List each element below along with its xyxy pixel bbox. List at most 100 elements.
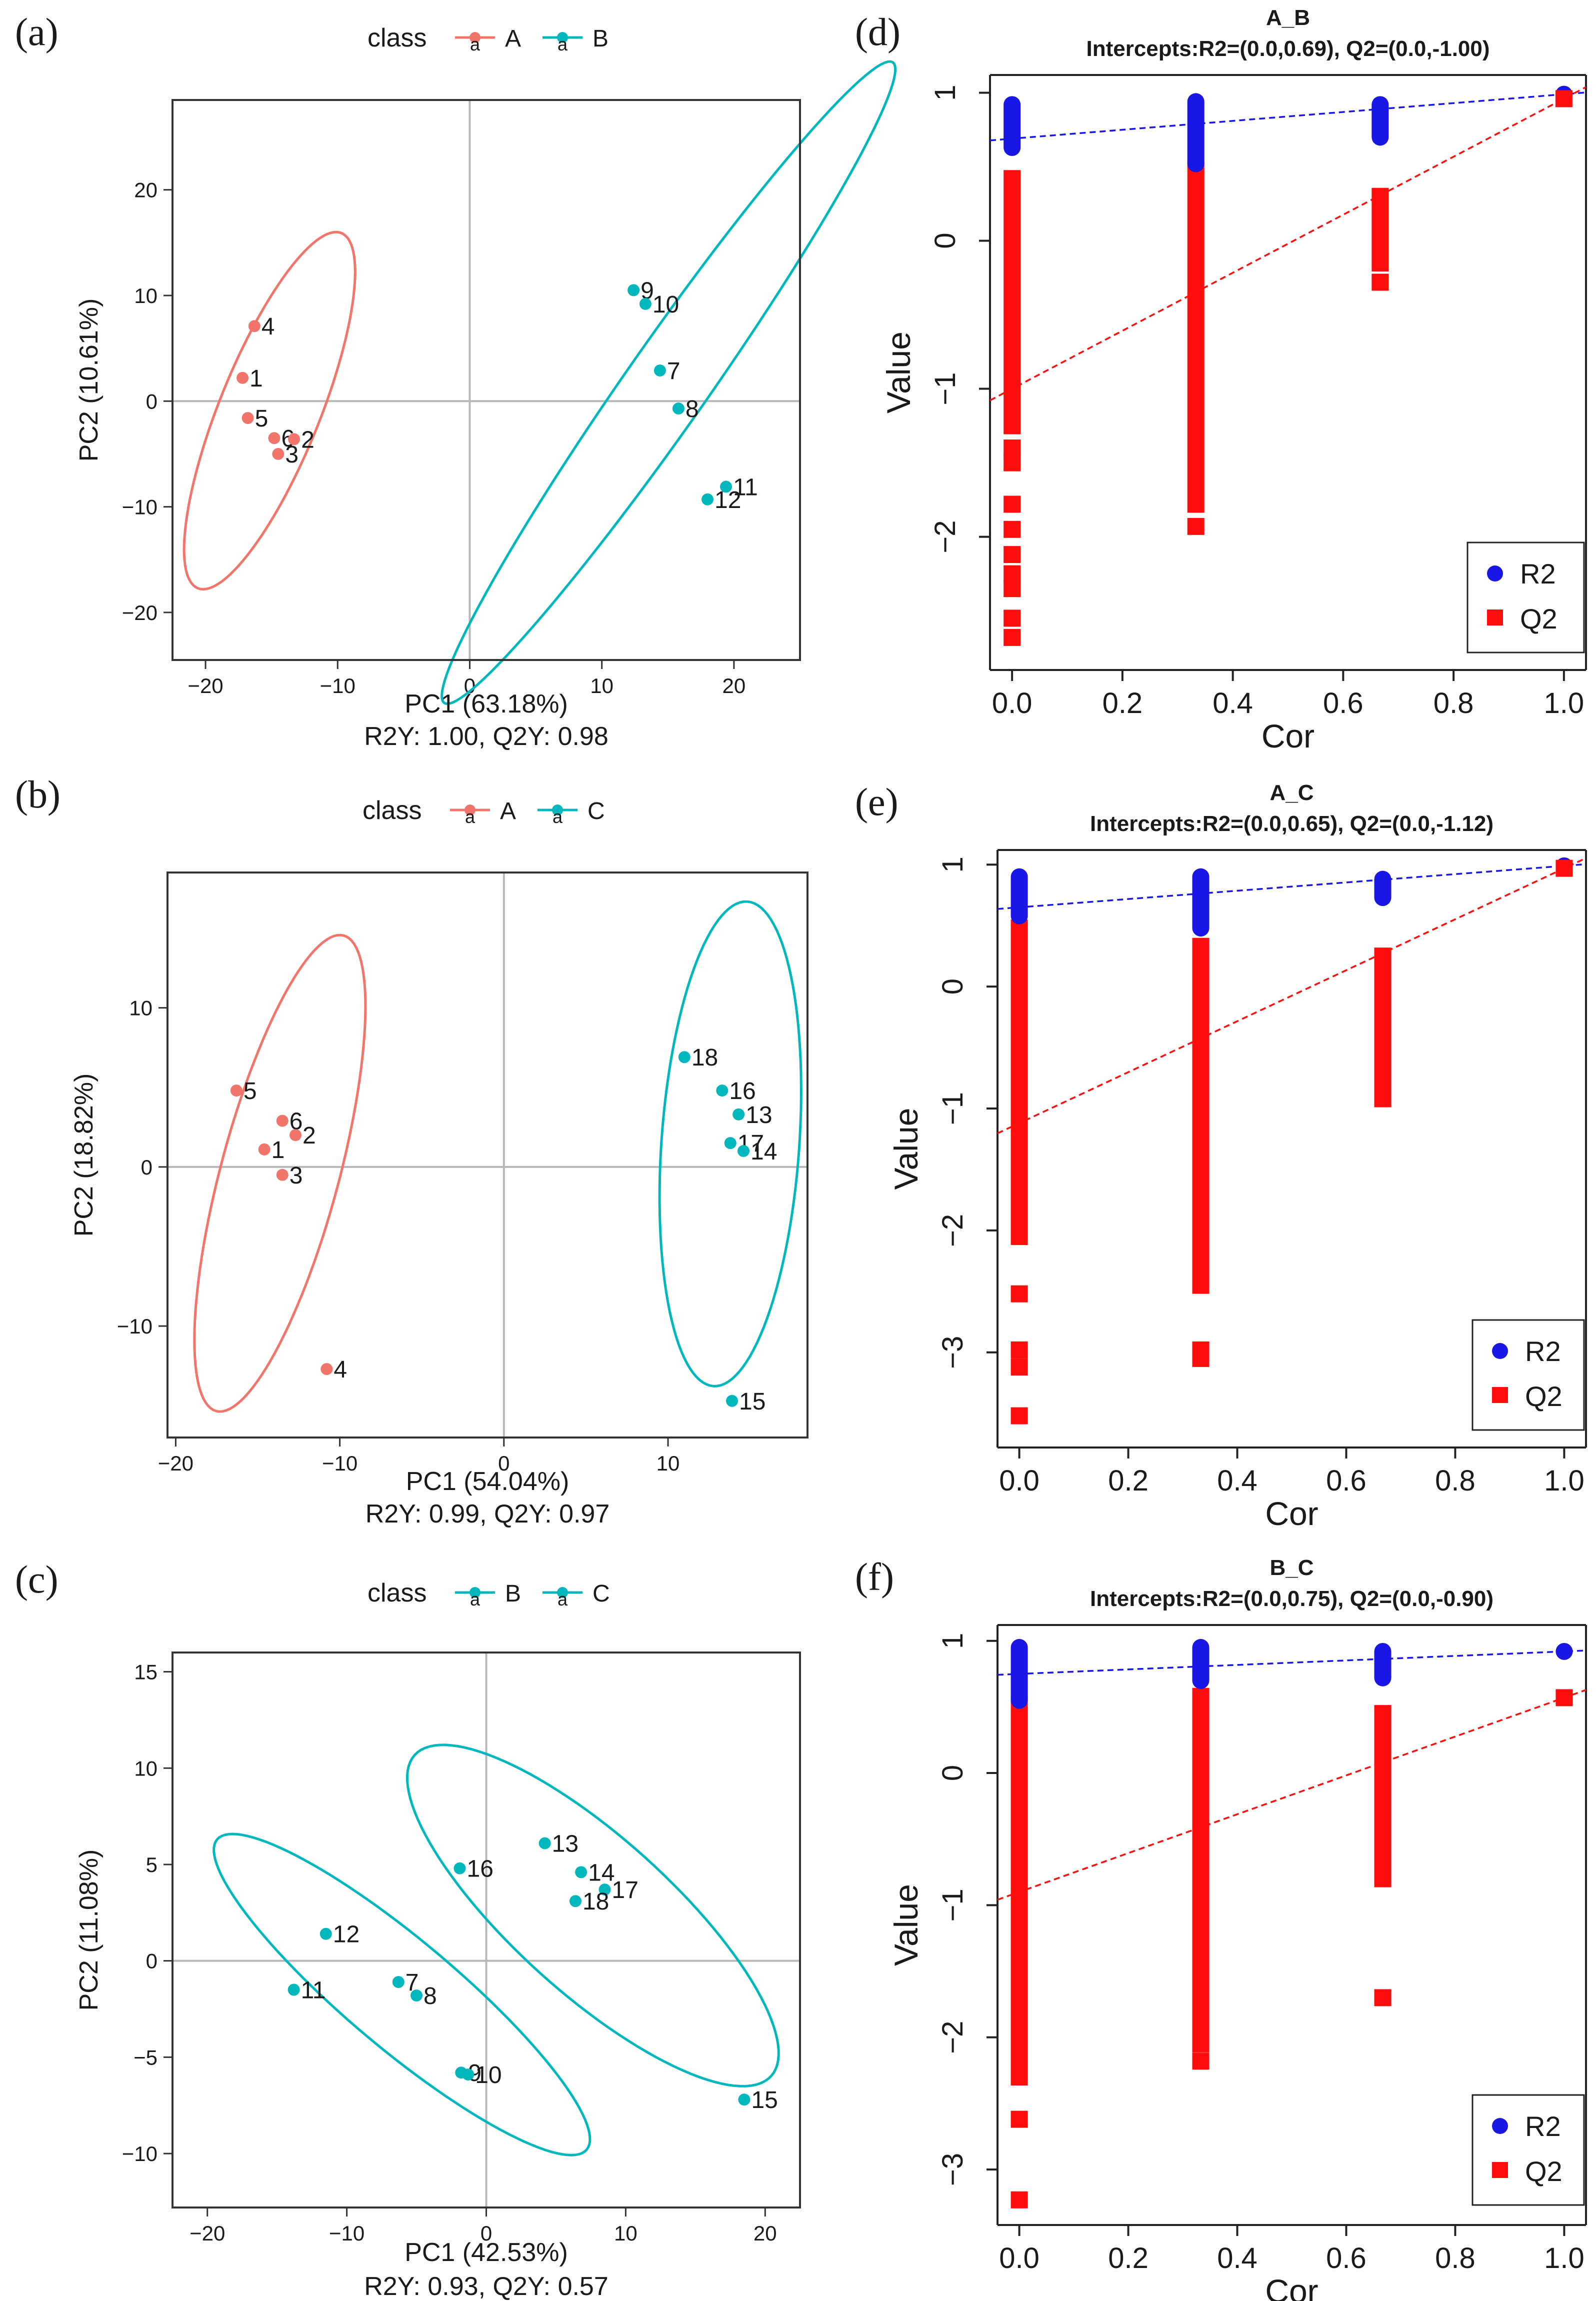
sample-point bbox=[320, 1363, 333, 1376]
x-tick-label: 0.6 bbox=[1326, 1464, 1366, 1497]
q2-permutation-point bbox=[1192, 1350, 1210, 1367]
x-tick-label: 0 bbox=[480, 2222, 492, 2245]
q2-permutation-point bbox=[1372, 274, 1389, 291]
y-tick-label: 0 bbox=[146, 390, 158, 413]
legend-entry-C: C bbox=[592, 1580, 610, 1607]
confidence-ellipse-B bbox=[440, 60, 897, 706]
r2-original-point bbox=[1556, 1642, 1573, 1660]
x-tick-label: 0.0 bbox=[999, 2242, 1040, 2274]
legend-box bbox=[1472, 2094, 1585, 2206]
sample-label: 8 bbox=[424, 1983, 437, 2010]
sample-point bbox=[230, 1084, 242, 1097]
y-tick-label: 5 bbox=[146, 1853, 158, 1876]
sample-label: 10 bbox=[475, 2062, 502, 2088]
legend-marker-r2 bbox=[1492, 1343, 1508, 1359]
x-tick-label: −10 bbox=[322, 1452, 358, 1475]
confidence-ellipse-A bbox=[193, 934, 367, 1413]
y-tick-label: −1 bbox=[936, 1092, 969, 1125]
q2-permutation-point bbox=[1004, 628, 1021, 646]
sample-label: 12 bbox=[714, 487, 741, 514]
sample-point bbox=[276, 1168, 288, 1181]
y-tick-label: 1 bbox=[936, 1633, 969, 1649]
y-tick-label: 0 bbox=[146, 1950, 158, 1973]
sample-label: 3 bbox=[285, 442, 298, 468]
legend-glyph: a bbox=[558, 34, 568, 54]
y-tick-label: −20 bbox=[122, 601, 158, 624]
model-fit-subtitle: R2Y: 0.99, Q2Y: 0.97 bbox=[366, 1500, 610, 1528]
sample-point bbox=[288, 433, 300, 446]
sample-point bbox=[716, 1084, 728, 1097]
sample-label: 4 bbox=[334, 1356, 347, 1383]
r2-regression-line bbox=[997, 863, 1586, 910]
y-axis-label: PC2 (10.61%) bbox=[74, 298, 104, 462]
y-tick-label: −10 bbox=[122, 2142, 158, 2166]
q2-permutation-column bbox=[1010, 920, 1028, 1246]
plot-frame bbox=[166, 872, 808, 1438]
q2-permutation-point bbox=[1004, 565, 1021, 582]
x-tick-label: 1.0 bbox=[1544, 687, 1584, 720]
legend-entry-B: B bbox=[592, 26, 608, 52]
sample-point bbox=[268, 432, 280, 444]
intercepts-subtitle: Intercepts:R2=(0.0,0.69), Q2=(0.0,-1.00) bbox=[1086, 36, 1490, 61]
sample-point bbox=[738, 2094, 750, 2106]
x-tick-label: 0.8 bbox=[1435, 1464, 1476, 1497]
x-axis-label: PC1 (54.04%) bbox=[406, 1467, 570, 1496]
x-tick-label: 0.4 bbox=[1217, 1464, 1258, 1497]
q2-permutation-point bbox=[1374, 1989, 1392, 2006]
x-tick-label: 0.0 bbox=[992, 687, 1032, 720]
x-tick-label: −10 bbox=[320, 674, 356, 698]
x-tick-label: −20 bbox=[158, 1452, 194, 1475]
x-tick-label: 0.6 bbox=[1326, 2242, 1366, 2274]
sample-point bbox=[654, 364, 666, 376]
x-tick-label: 1.0 bbox=[1544, 1464, 1584, 1497]
y-tick-label: 0 bbox=[936, 978, 969, 994]
q2-permutation-column bbox=[1192, 938, 1210, 1294]
sample-label: 14 bbox=[588, 1860, 614, 1886]
panel-label: (e) bbox=[855, 780, 898, 824]
sample-label: 8 bbox=[686, 396, 699, 422]
model-fit-subtitle: R2Y: 1.00, Q2Y: 0.98 bbox=[364, 722, 608, 751]
q2-permutation-point bbox=[1010, 2110, 1028, 2128]
sample-label: 10 bbox=[652, 292, 679, 318]
r2-permutation-column bbox=[1374, 870, 1392, 906]
sample-point bbox=[678, 1051, 690, 1064]
sample-label: 3 bbox=[290, 1162, 303, 1189]
sample-point bbox=[276, 1114, 288, 1127]
q2-permutation-column bbox=[1004, 170, 1021, 434]
sample-point bbox=[639, 298, 652, 310]
x-tick-label: 0.4 bbox=[1212, 687, 1253, 720]
legend-dot-C bbox=[557, 1587, 568, 1598]
sample-label: 15 bbox=[751, 2087, 778, 2114]
sample-point bbox=[290, 1129, 302, 1142]
x-tick-label: 10 bbox=[656, 1452, 680, 1475]
x-tick-label: 0.0 bbox=[999, 1464, 1040, 1497]
legend-dot-B bbox=[470, 1587, 480, 1598]
confidence-ellipse-B bbox=[212, 1832, 592, 2156]
legend-marker-q2 bbox=[1492, 1387, 1508, 1403]
sample-point bbox=[454, 1862, 466, 1874]
y-tick-label: 15 bbox=[134, 1660, 158, 1684]
sample-label: 14 bbox=[750, 1138, 777, 1165]
q2-permutation-point bbox=[1187, 518, 1204, 535]
sample-point bbox=[320, 1928, 332, 1940]
x-tick-label: 0.2 bbox=[1108, 2242, 1148, 2274]
panel-label: (f) bbox=[855, 1555, 894, 1598]
y-axis-label: Value bbox=[880, 332, 917, 414]
y-tick-label: 0 bbox=[929, 232, 962, 248]
x-axis-label: Cor bbox=[1265, 1495, 1318, 1532]
sample-point bbox=[724, 1137, 736, 1150]
q2-permutation-point bbox=[1010, 1358, 1028, 1376]
sample-label: 15 bbox=[739, 1388, 766, 1415]
sample-label: 18 bbox=[582, 1888, 609, 1915]
q2-permutation-point bbox=[1004, 520, 1021, 538]
legend-entry-q2: Q2 bbox=[1525, 1380, 1562, 1412]
sample-label: 13 bbox=[746, 1102, 772, 1128]
sample-label: 1 bbox=[250, 366, 263, 392]
sample-label: 11 bbox=[733, 474, 758, 500]
legend-entry-r2: R2 bbox=[1520, 558, 1556, 590]
